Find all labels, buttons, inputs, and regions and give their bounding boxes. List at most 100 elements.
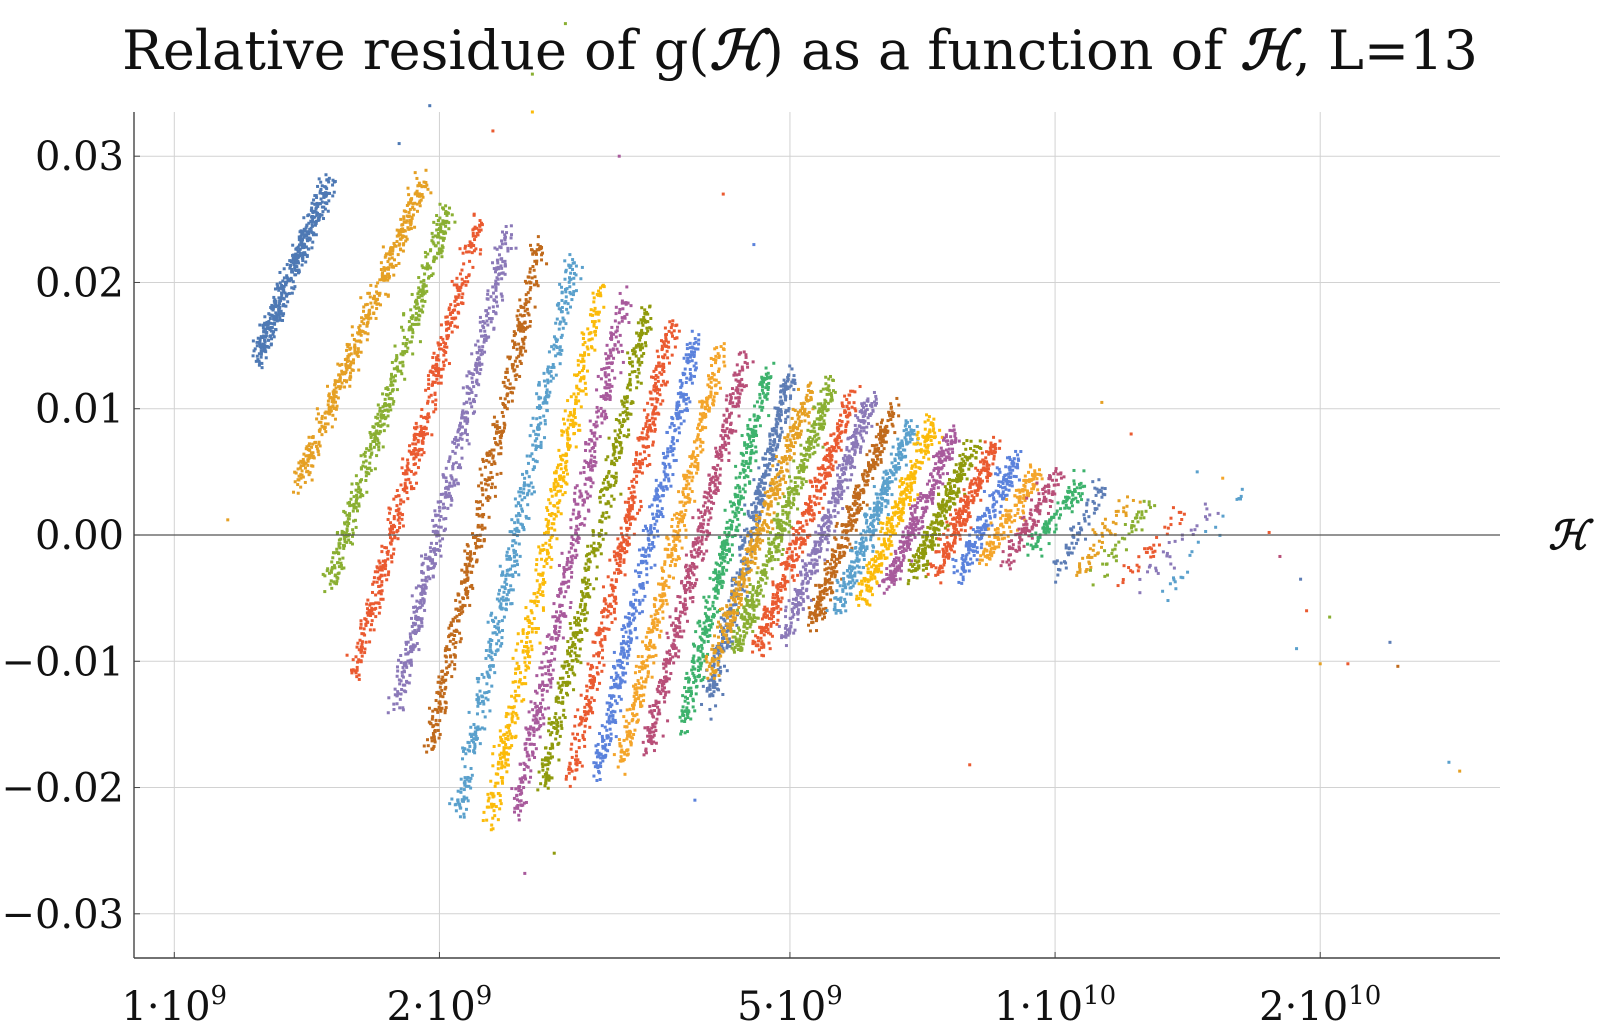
data-point (577, 399, 581, 403)
data-point (477, 345, 481, 349)
data-point (515, 526, 519, 530)
data-point (367, 472, 371, 476)
data-point (546, 777, 550, 781)
data-point (538, 686, 542, 690)
data-point (553, 715, 557, 719)
data-point (532, 742, 536, 746)
data-point (600, 638, 604, 642)
data-point (426, 565, 430, 569)
data-point (607, 609, 611, 613)
data-point (572, 276, 576, 280)
data-point (406, 458, 410, 462)
data-point (380, 278, 384, 282)
data-point (523, 476, 527, 480)
data-point (655, 400, 659, 404)
data-point (354, 500, 358, 504)
data-point (380, 544, 384, 548)
data-point (530, 248, 534, 252)
data-point (399, 217, 403, 221)
data-point (629, 304, 633, 308)
data-point (529, 609, 533, 613)
data-point (495, 420, 499, 424)
data-point (381, 559, 385, 563)
data-point (469, 388, 473, 392)
data-point (518, 374, 522, 378)
data-point (517, 501, 521, 505)
data-point (614, 312, 618, 316)
data-point (436, 235, 440, 239)
data-point (305, 445, 309, 449)
data-point (585, 702, 589, 706)
data-point (577, 510, 581, 514)
data-point (263, 344, 267, 348)
data-point (519, 788, 523, 792)
data-point (569, 546, 573, 550)
data-point (531, 252, 535, 256)
data-point (533, 439, 537, 443)
data-point (486, 483, 490, 487)
data-point (608, 398, 612, 402)
data-point (310, 201, 314, 205)
data-point (626, 417, 630, 421)
data-point (486, 495, 490, 499)
data-point (451, 467, 455, 471)
data-point (351, 509, 355, 513)
data-point (451, 619, 455, 623)
data-point (582, 523, 586, 527)
data-point (449, 311, 453, 315)
data-point (526, 503, 530, 507)
data-point (520, 778, 524, 782)
data-point (338, 379, 342, 383)
data-point (577, 512, 581, 516)
data-point (413, 225, 417, 229)
data-point (492, 415, 496, 419)
data-point (316, 412, 320, 416)
data-point (537, 545, 541, 549)
data-point (566, 652, 570, 656)
data-point (573, 616, 577, 620)
data-point (473, 744, 477, 748)
data-point (496, 443, 500, 447)
data-point (588, 679, 592, 683)
data-point (603, 371, 607, 375)
data-point (441, 675, 445, 679)
data-point (510, 399, 514, 403)
data-point (640, 462, 644, 466)
data-point (498, 799, 502, 803)
data-point (520, 509, 524, 513)
data-point (571, 293, 575, 297)
data-point (559, 467, 563, 471)
data-point (369, 442, 373, 446)
data-point (318, 429, 322, 433)
data-point (301, 230, 305, 234)
data-point (606, 480, 610, 484)
data-point (378, 589, 382, 593)
data-point (434, 398, 438, 402)
data-point (296, 478, 300, 482)
data-point (490, 462, 494, 466)
data-point (550, 557, 554, 561)
data-point (409, 452, 413, 456)
data-point (259, 351, 263, 355)
data-point (557, 474, 561, 478)
data-point (257, 359, 261, 363)
data-point (525, 493, 529, 497)
data-point (638, 452, 642, 456)
data-point (369, 602, 373, 606)
data-point (361, 464, 365, 468)
data-point (465, 556, 469, 560)
data-point (483, 478, 487, 482)
data-point (414, 586, 418, 590)
data-point (524, 800, 528, 804)
data-point (600, 644, 604, 648)
data-point (374, 316, 378, 320)
data-point (409, 487, 413, 491)
data-point (625, 386, 629, 390)
data-point (594, 311, 598, 315)
data-point (550, 745, 554, 749)
data-point (340, 567, 344, 571)
data-point (364, 459, 368, 463)
data-point (576, 621, 580, 625)
data-point (349, 362, 353, 366)
data-point (420, 586, 424, 590)
